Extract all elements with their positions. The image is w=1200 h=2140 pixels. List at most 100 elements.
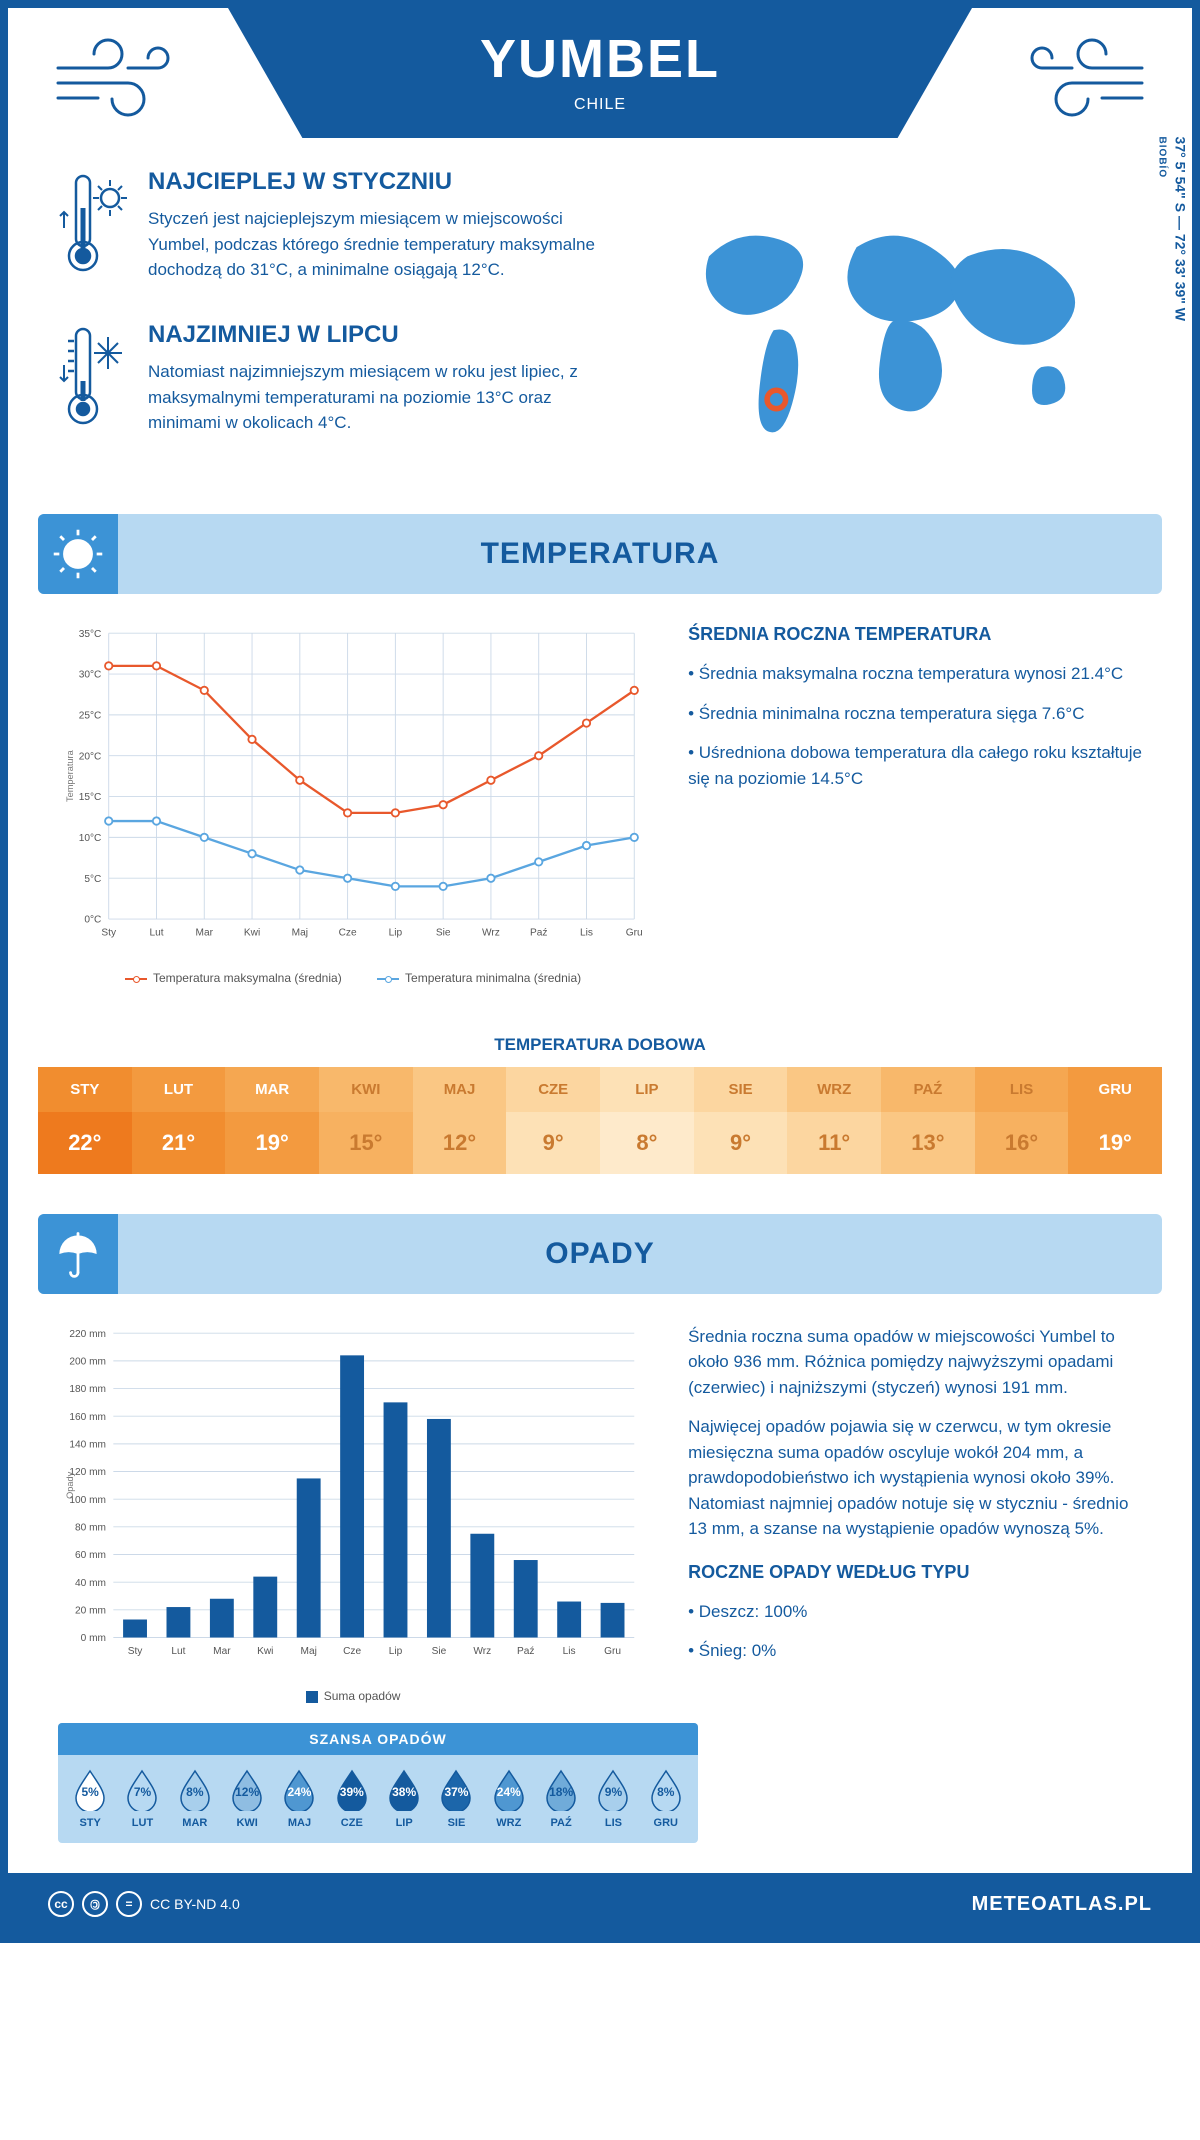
svg-text:35°C: 35°C [79, 629, 102, 640]
precipitation-section-header: OPADY [38, 1214, 1162, 1294]
country-name: CHILE [228, 96, 972, 114]
daily-col: KWI 15° [319, 1067, 413, 1174]
precipitation-title: OPADY [38, 1237, 1162, 1271]
svg-text:Kwi: Kwi [244, 928, 260, 939]
svg-text:40 mm: 40 mm [75, 1578, 106, 1589]
chance-cell: 18% PAŹ [535, 1769, 587, 1829]
svg-text:Temperatura: Temperatura [65, 749, 75, 802]
svg-text:Maj: Maj [301, 1646, 317, 1657]
svg-text:5°C: 5°C [84, 874, 101, 885]
svg-text:80 mm: 80 mm [75, 1522, 106, 1533]
hottest-fact: NAJCIEPLEJ W STYCZNIU Styczeń jest najci… [58, 168, 605, 293]
chance-cell: 38% LIP [378, 1769, 430, 1829]
avg-temp-title: ŚREDNIA ROCZNA TEMPERATURA [688, 624, 1142, 645]
raindrop-icon: 12% [230, 1769, 264, 1811]
svg-text:100 mm: 100 mm [69, 1495, 106, 1506]
raindrop-icon: 24% [282, 1769, 316, 1811]
svg-text:Lip: Lip [389, 1646, 403, 1657]
daily-col: LUT 21° [132, 1067, 226, 1174]
raindrop-icon: 39% [335, 1769, 369, 1811]
intro-section: NAJCIEPLEJ W STYCZNIU Styczeń jest najci… [8, 138, 1192, 504]
daily-col: MAR 19° [225, 1067, 319, 1174]
temperature-info: ŚREDNIA ROCZNA TEMPERATURA • Średnia mak… [688, 624, 1142, 985]
temperature-line-chart: 0°C5°C10°C15°C20°C25°C30°C35°CStyLutMarK… [58, 624, 648, 985]
svg-text:Wrz: Wrz [482, 928, 500, 939]
raindrop-icon: 18% [544, 1769, 578, 1811]
svg-text:15°C: 15°C [79, 792, 102, 803]
raindrop-icon: 5% [73, 1769, 107, 1811]
precipitation-body: 0 mm20 mm40 mm60 mm80 mm100 mm120 mm140 … [8, 1294, 1192, 1713]
thermometer-snow-icon [58, 321, 128, 446]
svg-text:Lut: Lut [171, 1646, 185, 1657]
chance-cell: 12% KWI [221, 1769, 273, 1829]
svg-text:Lut: Lut [149, 928, 163, 939]
coldest-title: NAJZIMNIEJ W LIPCU [148, 321, 605, 349]
header: YUMBEL CHILE [8, 8, 1192, 138]
rain-chance-panel: SZANSA OPADÓW 5% STY 7% LUT 8% MAR [58, 1723, 698, 1843]
svg-text:Paź: Paź [517, 1646, 534, 1657]
daily-col: LIP 8° [600, 1067, 694, 1174]
raindrop-icon: 38% [387, 1769, 421, 1811]
daily-col: LIS 16° [975, 1067, 1069, 1174]
daily-col: CZE 9° [506, 1067, 600, 1174]
map-column: 37° 5' 54" S — 72° 33' 39" WBIOBÍO [645, 168, 1142, 474]
temperature-section-header: TEMPERATURA [38, 514, 1162, 594]
thermometer-sun-icon [58, 168, 128, 293]
raindrop-icon: 37% [439, 1769, 473, 1811]
precip-para2: Najwięcej opadów pojawia się w czerwcu, … [688, 1414, 1142, 1542]
sun-icon [38, 514, 118, 594]
cc-icon: cc [48, 1891, 74, 1917]
svg-text:Maj: Maj [292, 928, 308, 939]
chance-cell: 24% MAJ [273, 1769, 325, 1829]
daily-col: GRU 19° [1068, 1067, 1162, 1174]
daily-temp-table: STY 22° LUT 21° MAR 19° KWI 15° MAJ 12° … [38, 1067, 1162, 1174]
chance-cell: 8% GRU [640, 1769, 692, 1829]
temp-bullet: • Średnia minimalna roczna temperatura s… [688, 701, 1142, 727]
svg-text:25°C: 25°C [79, 711, 102, 722]
wind-icon-left [48, 28, 188, 128]
chance-cell: 39% CZE [326, 1769, 378, 1829]
chance-cell: 8% MAR [169, 1769, 221, 1829]
coldest-text: Natomiast najzimniejszym miesiącem w rok… [148, 359, 605, 436]
svg-text:220 mm: 220 mm [69, 1329, 106, 1340]
svg-text:60 mm: 60 mm [75, 1550, 106, 1561]
coordinates: 37° 5' 54" S — 72° 33' 39" WBIOBÍO [1156, 137, 1188, 321]
raindrop-icon: 8% [649, 1769, 683, 1811]
svg-text:Gru: Gru [604, 1646, 621, 1657]
temperature-title: TEMPERATURA [38, 537, 1162, 571]
svg-text:Cze: Cze [343, 1646, 361, 1657]
chance-cell: 24% WRZ [483, 1769, 535, 1829]
svg-text:Mar: Mar [213, 1646, 231, 1657]
temperature-body: 0°C5°C10°C15°C20°C25°C30°C35°CStyLutMarK… [8, 594, 1192, 1015]
city-name: YUMBEL [228, 28, 972, 90]
title-banner: YUMBEL CHILE [228, 8, 972, 138]
umbrella-icon [38, 1214, 118, 1294]
daily-col: MAJ 12° [413, 1067, 507, 1174]
raindrop-icon: 24% [492, 1769, 526, 1811]
svg-text:0°C: 0°C [84, 915, 101, 926]
coldest-fact: NAJZIMNIEJ W LIPCU Natomiast najzimniejs… [58, 321, 605, 446]
chance-cell: 7% LUT [116, 1769, 168, 1829]
brand: METEOATLAS.PL [972, 1893, 1152, 1916]
raindrop-icon: 9% [596, 1769, 630, 1811]
svg-text:Lis: Lis [563, 1646, 576, 1657]
precip-type-bullet: • Deszcz: 100% [688, 1599, 1142, 1625]
wind-icon-right [1012, 28, 1152, 128]
precipitation-bar-chart: 0 mm20 mm40 mm60 mm80 mm100 mm120 mm140 … [58, 1324, 648, 1703]
line-chart-legend: Temperatura maksymalna (średnia) Tempera… [58, 971, 648, 985]
daily-col: STY 22° [38, 1067, 132, 1174]
temp-bullet: • Średnia maksymalna roczna temperatura … [688, 661, 1142, 687]
svg-text:200 mm: 200 mm [69, 1356, 106, 1367]
svg-text:Wrz: Wrz [473, 1646, 491, 1657]
nd-icon: = [116, 1891, 142, 1917]
precip-para1: Średnia roczna suma opadów w miejscowośc… [688, 1324, 1142, 1401]
svg-text:Gru: Gru [626, 928, 643, 939]
chance-cell: 37% SIE [430, 1769, 482, 1829]
svg-text:Kwi: Kwi [257, 1646, 273, 1657]
footer: cc 🄯 = CC BY-ND 4.0 METEOATLAS.PL [8, 1873, 1192, 1935]
svg-text:Cze: Cze [339, 928, 357, 939]
svg-text:Sty: Sty [128, 1646, 144, 1657]
chance-cell: 5% STY [64, 1769, 116, 1829]
precipitation-info: Średnia roczna suma opadów w miejscowośc… [688, 1324, 1142, 1703]
daily-col: WRZ 11° [787, 1067, 881, 1174]
